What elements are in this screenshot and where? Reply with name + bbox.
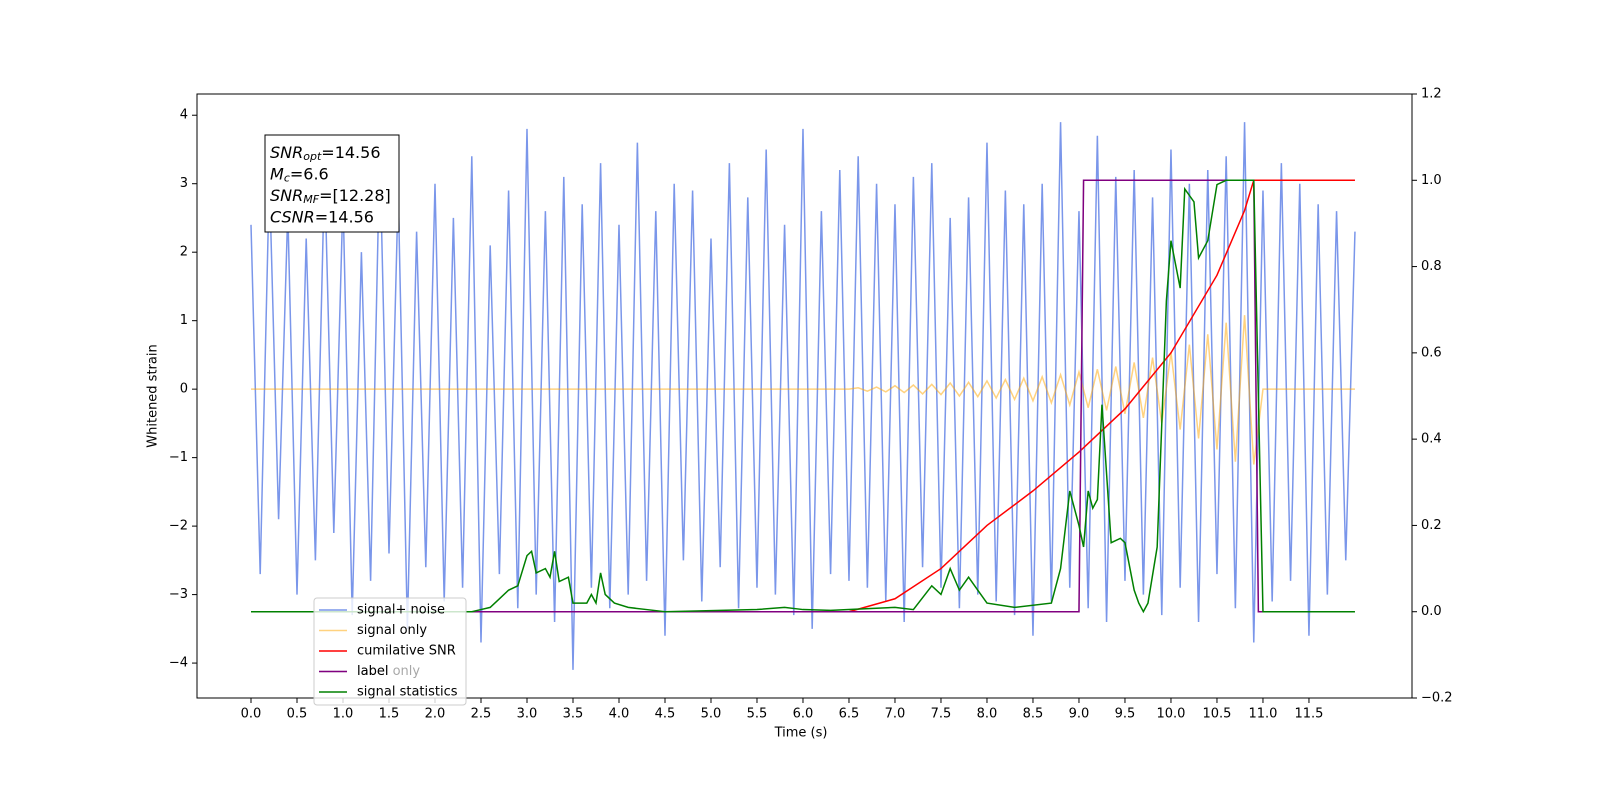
legend-label: label only bbox=[357, 664, 420, 679]
x-tick-label: 9.5 bbox=[1115, 707, 1136, 722]
y2-tick-label: 0.8 bbox=[1421, 259, 1442, 274]
y2-tick-label: 0.4 bbox=[1421, 432, 1442, 447]
series-line bbox=[251, 315, 1355, 465]
x-tick-label: 5.5 bbox=[747, 707, 768, 722]
annotation-box bbox=[264, 134, 400, 233]
x-tick-label: 11.0 bbox=[1248, 707, 1277, 722]
annotation-value: =14.56 bbox=[315, 207, 374, 226]
x-tick-label: 10.5 bbox=[1202, 707, 1231, 722]
y2-tick-label: 0.6 bbox=[1421, 345, 1442, 360]
y-tick-label: −4 bbox=[169, 656, 188, 671]
x-tick-label: 5.0 bbox=[701, 707, 722, 722]
y-tick-label: −1 bbox=[169, 450, 188, 465]
annotation-symbol: CSNR bbox=[270, 207, 315, 226]
annotation-symbol: M bbox=[270, 164, 284, 183]
annotation-value: =6.6 bbox=[290, 164, 329, 183]
annotation-line: SNRMF=[12.28] bbox=[270, 186, 391, 207]
annotation-value: =14.56 bbox=[321, 143, 380, 162]
y-tick-label: 0 bbox=[180, 382, 188, 397]
x-tick-label: 3.0 bbox=[517, 707, 538, 722]
legend-label: label bbox=[357, 664, 388, 679]
x-tick-label: 6.5 bbox=[839, 707, 860, 722]
annotation-line: Mc=6.6 bbox=[270, 164, 329, 185]
y-tick-label: 2 bbox=[180, 245, 188, 260]
x-tick-label: 9.0 bbox=[1069, 707, 1090, 722]
x-tick-label: 4.0 bbox=[609, 707, 630, 722]
x-tick-label: 1.5 bbox=[379, 707, 400, 722]
annotation-subscript: MF bbox=[303, 193, 319, 206]
y2-tick-label: 1.0 bbox=[1421, 173, 1442, 188]
plot-frame bbox=[196, 93, 1413, 699]
y-tick-label: −3 bbox=[169, 587, 188, 602]
x-tick-label: 10.0 bbox=[1156, 707, 1185, 722]
y2-tick-label: 0.2 bbox=[1421, 518, 1442, 533]
x-tick-label: 3.5 bbox=[563, 707, 584, 722]
annotation-value: =[12.28] bbox=[319, 186, 391, 205]
annotation-line: CSNR=14.56 bbox=[270, 207, 374, 226]
x-tick-label: 6.0 bbox=[793, 707, 814, 722]
x-tick-label: 7.5 bbox=[931, 707, 952, 722]
y-tick-label: 1 bbox=[180, 313, 188, 328]
annotation-subscript: opt bbox=[303, 150, 322, 163]
y2-tick-label: 1.2 bbox=[1421, 87, 1442, 102]
y2-tick-label: 0.0 bbox=[1421, 604, 1442, 619]
legend-box bbox=[313, 597, 467, 706]
y2-tick-label: −0.2 bbox=[1421, 691, 1453, 706]
x-tick-label: 8.0 bbox=[977, 707, 998, 722]
y-tick-label: −2 bbox=[169, 519, 188, 534]
x-tick-label: 4.5 bbox=[655, 707, 676, 722]
x-tick-label: 7.0 bbox=[885, 707, 906, 722]
annotation-line: SNRopt=14.56 bbox=[270, 143, 381, 164]
x-tick-label: 0.5 bbox=[287, 707, 308, 722]
legend-label: cumilative SNR bbox=[357, 644, 456, 659]
series-line bbox=[251, 179, 1355, 614]
x-tick-label: 2.5 bbox=[471, 707, 492, 722]
annotation-symbol: SNR bbox=[270, 143, 303, 162]
legend-label: signal only bbox=[357, 623, 427, 638]
legend-label: signal statistics bbox=[357, 685, 458, 700]
series-line bbox=[251, 179, 1355, 613]
x-tick-label: 2.0 bbox=[425, 707, 446, 722]
annotation-subscript: c bbox=[284, 172, 290, 185]
legend-label: signal+ noise bbox=[357, 603, 445, 618]
x-tick-label: 11.5 bbox=[1294, 707, 1323, 722]
y-axis-label: Whitened strain bbox=[146, 344, 161, 447]
y-tick-label: 3 bbox=[180, 176, 188, 191]
x-tick-label: 8.5 bbox=[1023, 707, 1044, 722]
y-tick-label: 4 bbox=[180, 108, 188, 123]
x-tick-label: 0.0 bbox=[241, 707, 262, 722]
x-tick-label: 1.0 bbox=[333, 707, 354, 722]
annotation-symbol: SNR bbox=[270, 186, 303, 205]
x-axis-label: Time (s) bbox=[774, 726, 828, 741]
series-line bbox=[251, 179, 1263, 613]
series-line bbox=[250, 122, 1356, 670]
